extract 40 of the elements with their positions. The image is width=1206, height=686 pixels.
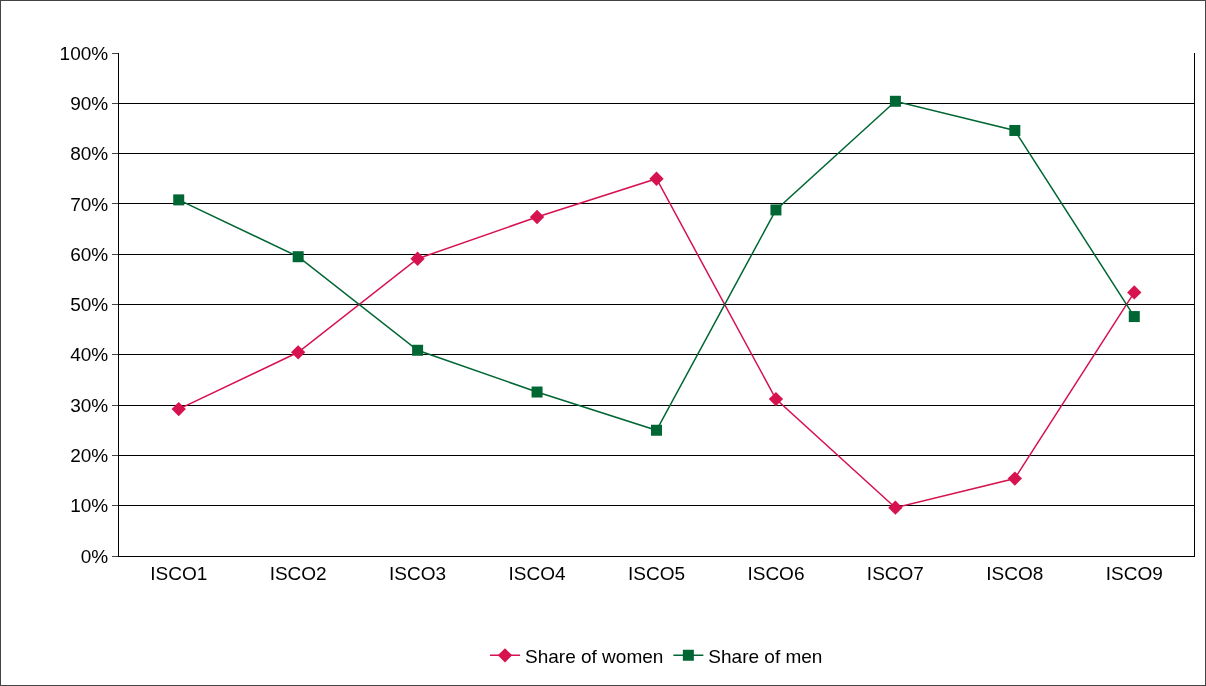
y-tick-label: 40% — [70, 344, 109, 366]
y-tick-label: 60% — [70, 243, 109, 265]
point — [651, 424, 662, 436]
x-tick-label: ISCO4 — [508, 562, 566, 584]
point — [531, 386, 543, 398]
y-tick-label: 50% — [70, 294, 109, 316]
legend-label: Share of women — [525, 645, 664, 667]
point — [529, 209, 545, 225]
point — [291, 345, 306, 360]
point — [1007, 471, 1022, 486]
y-tick-label: 80% — [70, 143, 109, 165]
x-tick-label: ISCO8 — [986, 562, 1044, 584]
x-tick-label: ISCO2 — [269, 562, 327, 584]
y-tick-label: 10% — [70, 495, 109, 517]
point — [768, 391, 784, 407]
point — [649, 171, 664, 186]
x-tick-label: ISCO3 — [389, 562, 447, 584]
y-tick-label: 70% — [70, 193, 109, 215]
point — [1009, 124, 1021, 136]
x-tick-label: ISCO7 — [866, 562, 924, 584]
point — [770, 204, 782, 216]
point — [888, 500, 903, 515]
y-tick-label: 90% — [70, 92, 109, 114]
point — [889, 95, 901, 107]
point — [410, 251, 425, 266]
point — [1127, 285, 1142, 300]
point — [292, 251, 304, 263]
point — [412, 344, 424, 356]
point — [171, 401, 186, 417]
x-tick-label: ISCO1 — [150, 562, 208, 584]
y-tick-label: 0% — [80, 545, 109, 567]
point — [1128, 311, 1140, 323]
y-tick-label: 30% — [70, 394, 109, 416]
y-tick-label: 20% — [70, 445, 109, 467]
point — [173, 194, 185, 206]
x-tick-label: ISCO6 — [747, 562, 805, 584]
y-tick-label: 100% — [59, 42, 109, 64]
legend-label: Share of men — [708, 645, 823, 667]
x-tick-label: ISCO5 — [627, 562, 686, 584]
x-tick-label: ISCO9 — [1105, 562, 1163, 584]
